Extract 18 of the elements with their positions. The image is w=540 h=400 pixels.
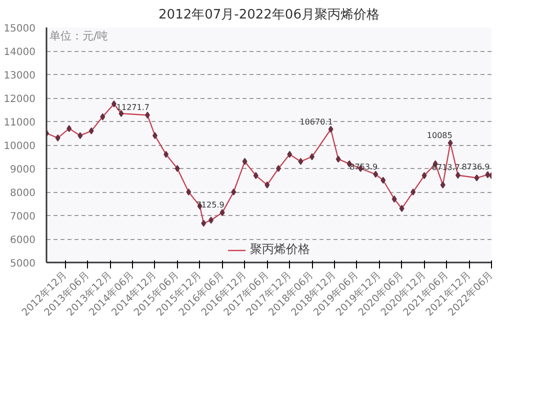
- data-label: 10670.1: [300, 117, 333, 126]
- y-tick-label: 14000: [4, 47, 36, 58]
- y-tick-label: 11000: [4, 118, 36, 128]
- chart-title: 2012年07月-2022年06月聚丙烯价格: [158, 8, 380, 22]
- y-tick-label: 13000: [4, 70, 36, 82]
- y-tick-label: 6000: [10, 235, 36, 246]
- y-tick-label: 10000: [4, 141, 36, 152]
- data-label: 8736.9: [462, 162, 490, 172]
- y-tick-label: 5000: [10, 258, 36, 270]
- y-tick-label: 9000: [10, 164, 36, 176]
- data-label: 11271.7: [116, 103, 150, 112]
- y-tick-label: 8000: [10, 188, 36, 199]
- y-tick-label: 15000: [4, 24, 36, 34]
- legend-label: 聚丙烯价格: [250, 241, 310, 258]
- y-tick-label: 12000: [4, 94, 36, 105]
- y-axis-title: 单位：元/吨: [50, 30, 108, 42]
- y-tick-label: 7000: [10, 212, 36, 222]
- data-label: 10085: [426, 131, 452, 140]
